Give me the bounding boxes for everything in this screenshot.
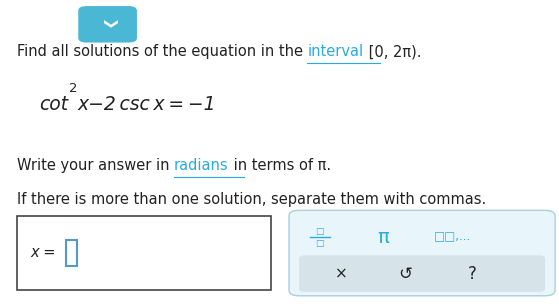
Text: interval: interval (307, 44, 363, 59)
FancyBboxPatch shape (289, 210, 555, 296)
Text: ?: ? (468, 264, 477, 283)
FancyBboxPatch shape (17, 216, 271, 290)
Text: ×: × (335, 266, 347, 281)
Text: If there is more than one solution, separate them with commas.: If there is more than one solution, sepa… (17, 192, 486, 207)
FancyBboxPatch shape (78, 6, 137, 43)
Text: □: □ (315, 226, 324, 236)
FancyBboxPatch shape (66, 240, 77, 266)
Text: Write your answer in: Write your answer in (17, 158, 174, 173)
Text: x−2 csc x = −1: x−2 csc x = −1 (78, 95, 216, 114)
Text: cot: cot (39, 95, 68, 114)
Text: π: π (377, 228, 389, 247)
Text: 2: 2 (69, 82, 78, 95)
Text: ↺: ↺ (399, 264, 412, 283)
Text: radians: radians (174, 158, 229, 173)
Text: in terms of π.: in terms of π. (229, 158, 330, 173)
Text: [0, 2π).: [0, 2π). (363, 44, 421, 59)
Text: ❯: ❯ (101, 19, 115, 30)
FancyBboxPatch shape (299, 255, 545, 292)
Text: Find all solutions of the equation in the: Find all solutions of the equation in th… (17, 44, 307, 59)
Text: x =: x = (31, 245, 56, 261)
Text: □□,...: □□,... (434, 231, 471, 244)
Text: □: □ (315, 239, 324, 248)
